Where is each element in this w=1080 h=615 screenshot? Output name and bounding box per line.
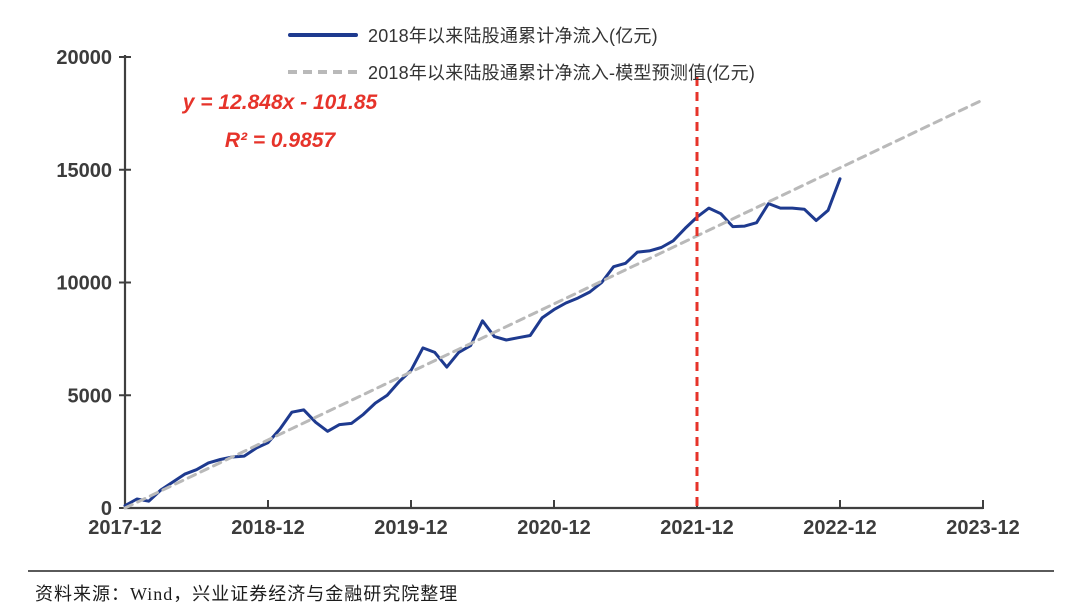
y-tick-label: 15000 [56, 160, 112, 182]
y-tick-label: 5000 [68, 385, 113, 407]
legend-item-model: 2018年以来陆股通累计净流入-模型预测值(亿元) [288, 59, 755, 85]
y-axis-ticks: 0 5000 10000 15000 20000 [56, 47, 131, 520]
x-tick-label: 2021-12 [660, 517, 733, 539]
trend-equation-annotation: y = 12.848x - 101.85 R² = 0.9857 [150, 84, 410, 160]
plot-area: 0 5000 10000 15000 20000 2017-12 2018-12 2019-… [56, 47, 1020, 539]
x-tick-label: 2017-12 [88, 517, 161, 539]
y-tick-label: 0 [101, 498, 112, 520]
x-tick-label: 2020-12 [517, 517, 590, 539]
x-tick-label: 2019-12 [374, 517, 447, 539]
y-tick-label: 20000 [56, 47, 112, 69]
legend-item-actual: 2018年以来陆股通累计净流入(亿元) [288, 22, 755, 48]
x-tick-label: 2023-12 [946, 517, 1019, 539]
trend-equation-text: y = 12.848x - 101.85 [182, 91, 378, 114]
r-squared-text: R² = 0.9857 [224, 128, 336, 152]
model-forecast-line [123, 98, 985, 510]
source-note: 资料来源：Wind，兴业证券经济与金融研究院整理 [35, 584, 459, 604]
dashed-line-swatch-icon [288, 70, 358, 74]
x-tick-label: 2018-12 [231, 517, 304, 539]
y-tick-label: 10000 [56, 273, 112, 295]
x-axis-ticks: 2017-12 2018-12 2019-12 2020-12 2021-12 2022-… [88, 500, 1020, 539]
solid-line-swatch-icon [288, 33, 358, 37]
footer-divider [28, 570, 1054, 572]
legend-label-actual: 2018年以来陆股通累计净流入(亿元) [368, 26, 658, 46]
legend: 2018年以来陆股通累计净流入(亿元) 2018年以来陆股通累计净流入-模型预测… [288, 22, 755, 85]
actual-series-line [123, 177, 842, 508]
legend-label-model: 2018年以来陆股通累计净流入-模型预测值(亿元) [368, 63, 756, 83]
x-tick-label: 2022-12 [803, 517, 876, 539]
series-lines [123, 98, 985, 510]
